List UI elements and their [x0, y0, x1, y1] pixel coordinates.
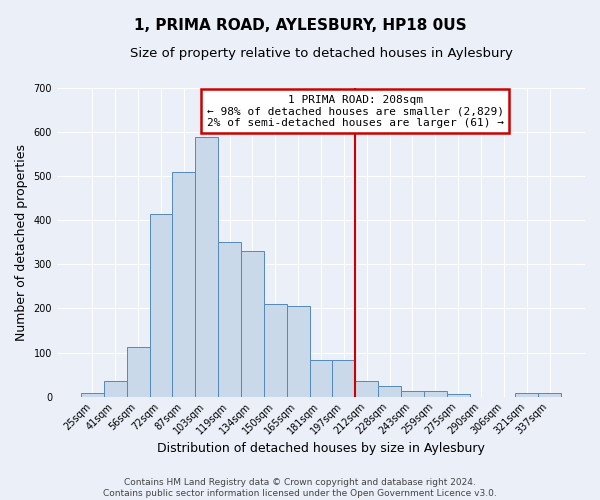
- Bar: [172, 172, 195, 396]
- Bar: [127, 347, 149, 397]
- Bar: [515, 393, 538, 396]
- Text: Contains HM Land Registry data © Crown copyright and database right 2024.
Contai: Contains HM Land Registry data © Crown c…: [103, 478, 497, 498]
- Text: 1, PRIMA ROAD, AYLESBURY, HP18 0US: 1, PRIMA ROAD, AYLESBURY, HP18 0US: [134, 18, 466, 32]
- Bar: [538, 393, 561, 396]
- Bar: [218, 242, 241, 396]
- Bar: [401, 392, 424, 396]
- Bar: [241, 251, 264, 396]
- Bar: [424, 392, 446, 396]
- Bar: [355, 381, 378, 396]
- Bar: [264, 304, 287, 396]
- Text: 1 PRIMA ROAD: 208sqm
← 98% of detached houses are smaller (2,829)
2% of semi-det: 1 PRIMA ROAD: 208sqm ← 98% of detached h…: [207, 94, 504, 128]
- Bar: [149, 214, 172, 396]
- Bar: [104, 381, 127, 396]
- Title: Size of property relative to detached houses in Aylesbury: Size of property relative to detached ho…: [130, 48, 512, 60]
- Bar: [81, 393, 104, 396]
- Bar: [310, 360, 332, 397]
- Bar: [378, 386, 401, 396]
- Bar: [287, 306, 310, 396]
- Y-axis label: Number of detached properties: Number of detached properties: [15, 144, 28, 341]
- X-axis label: Distribution of detached houses by size in Aylesbury: Distribution of detached houses by size …: [157, 442, 485, 455]
- Bar: [195, 136, 218, 396]
- Bar: [446, 394, 470, 396]
- Bar: [332, 360, 355, 397]
